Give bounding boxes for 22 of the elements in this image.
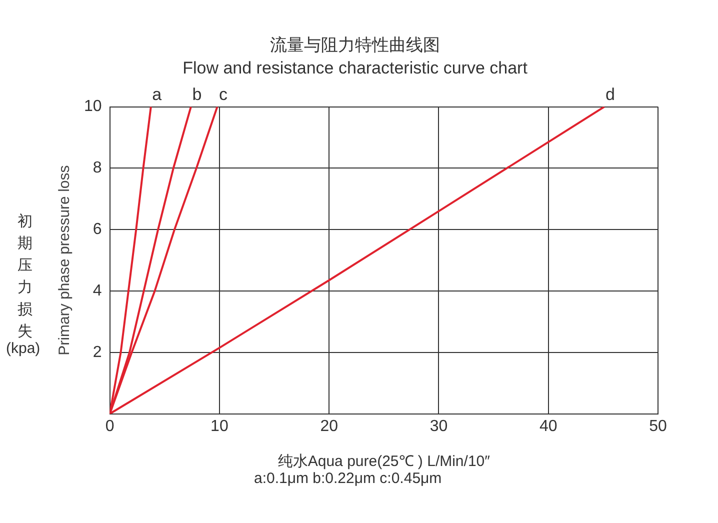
x-tick-label: 20 <box>320 418 338 435</box>
x-tick-label: 30 <box>430 418 448 435</box>
y-tick-label: 8 <box>92 160 102 177</box>
x-tick-label: 40 <box>539 418 558 435</box>
text: 初期压力损失 <box>16 211 34 342</box>
series-label: a <box>152 84 162 104</box>
x-tick-label: 50 <box>649 418 667 435</box>
series-label: d <box>606 84 616 104</box>
y-tick-label: 2 <box>92 344 102 361</box>
text: (kpa) <box>6 340 40 357</box>
x-tick-label: 10 <box>210 418 228 435</box>
text: a:0.1μm b:0.22μm c:0.45μm <box>254 470 442 487</box>
y-tick-label: 4 <box>92 282 102 300</box>
series-label: b <box>192 84 202 104</box>
y-axis-title: Primary phase pressure loss <box>56 165 74 356</box>
y-tick-label: 10 <box>84 98 102 116</box>
x-axis-title: 纯水Aqua pure(25℃ ) L/Min/10″ <box>278 453 491 470</box>
x-tick-label: 0 <box>105 418 114 435</box>
chart-subtitle: Flow and resistance characteristic curve chart <box>182 58 528 78</box>
series-label: c <box>218 84 228 104</box>
chart-title: 流量与阻力特性曲线图 <box>270 36 440 56</box>
y-tick-label: 6 <box>92 221 102 238</box>
